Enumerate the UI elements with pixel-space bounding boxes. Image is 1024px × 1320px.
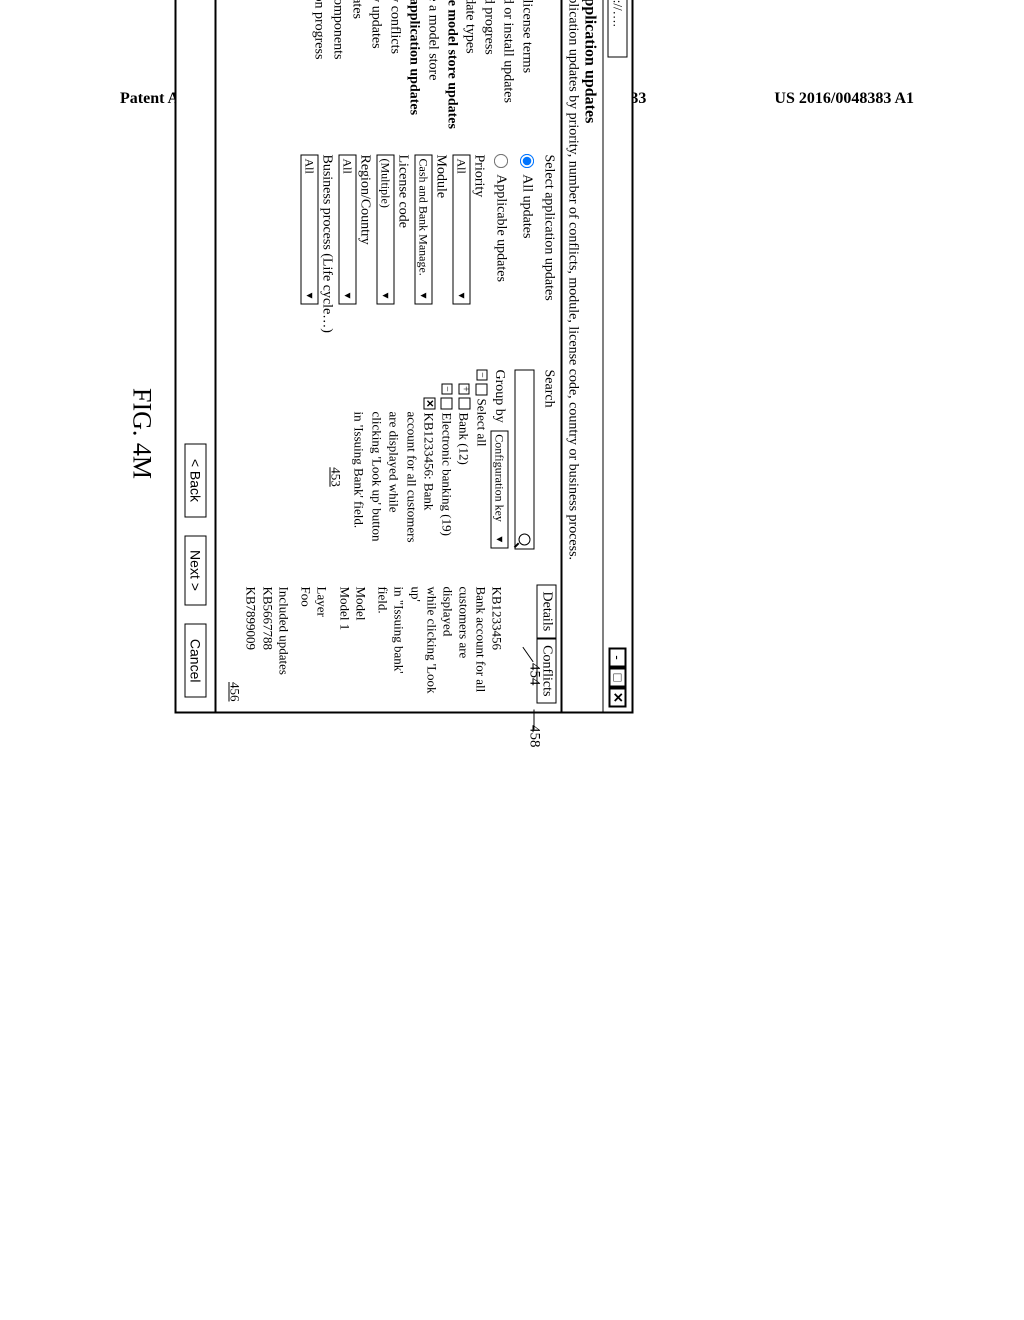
groupby-select[interactable]: Configuration key▼ (491, 430, 509, 548)
nav-step[interactable]: Review components (328, 0, 347, 141)
radio-applicable-updates[interactable] (494, 154, 508, 168)
details-layer-v: Foo (298, 587, 314, 702)
cancel-button[interactable]: Cancel (185, 624, 207, 698)
checkbox[interactable] (441, 398, 453, 410)
details-model-h: Model (352, 587, 368, 702)
details-kb: KB1233456 (488, 587, 504, 702)
nav-step[interactable]: Software license terms (517, 0, 536, 141)
collapse-icon[interactable]: − (476, 370, 487, 381)
nav-step[interactable]: Review conflicts (384, 0, 403, 141)
nav-step[interactable]: Choose a model store (422, 0, 441, 141)
filter-select[interactable]: All▼ (453, 155, 471, 305)
nav-step[interactable]: Select application updates (403, 0, 422, 141)
filter-label: Module (433, 155, 449, 370)
filter-select[interactable]: Cash and Bank Manage.▼ (415, 155, 433, 305)
search-input[interactable] (515, 370, 535, 550)
radio-applicable-label: Applicable updates (494, 174, 509, 282)
header-right: US 2016/0048383 A1 (774, 90, 914, 108)
ref-453: 453 (328, 467, 343, 487)
nav-step[interactable]: Configure model store updates (441, 0, 460, 141)
search-label: Search (541, 370, 557, 585)
minimize-button[interactable]: - (609, 648, 627, 668)
ref-454: 454 (526, 663, 543, 686)
filter-label: Priority (471, 155, 487, 370)
filter-select[interactable]: All▼ (339, 155, 357, 305)
filter-label: Business process (Life cycle…) (319, 155, 335, 370)
updates-tree: −Select all +Bank (12) −Electronic banki… (327, 370, 491, 585)
checkbox[interactable] (476, 384, 488, 396)
url-field[interactable]: https://…. (608, 0, 628, 58)
nav-step[interactable]: Download or install updates (498, 0, 517, 141)
dialog-footer: < Back Next > Cancel (177, 0, 215, 712)
filters-column: PriorityAll▼ModuleCash and Bank Manage.▼… (301, 155, 491, 370)
search-icon (519, 534, 531, 546)
collapse-icon[interactable]: − (441, 384, 452, 395)
close-button[interactable]: ✕ (609, 688, 627, 708)
checkbox[interactable] (458, 398, 470, 410)
back-button[interactable]: < Back (185, 444, 207, 517)
panel-heading: Select application updates (541, 155, 557, 370)
groupby-label: Group by (492, 370, 507, 423)
nav-step[interactable]: Select update types (460, 0, 479, 141)
maximize-button[interactable]: □ (609, 668, 627, 688)
groupby-value: Configuration key (492, 434, 507, 522)
nav-step[interactable]: Save updates (347, 0, 366, 141)
section-header: Select application updates Select applic… (563, 0, 603, 712)
details-pane: KB1233456 Bank account for all customers… (223, 585, 509, 704)
nav-step[interactable]: Complete (290, 0, 309, 141)
nav-step[interactable]: Download progress (479, 0, 498, 141)
section-title: Select application updates (581, 0, 599, 702)
main-panel: Select application updates Search Detail… (217, 147, 561, 712)
expand-icon[interactable]: + (459, 384, 470, 395)
checkbox-checked[interactable]: ✕ (423, 398, 435, 410)
nav-step[interactable]: Installation progress (309, 0, 328, 141)
filter-label: Region/Country (357, 155, 373, 370)
details-inc-h: Included updates (275, 587, 291, 702)
titlebar: https://…. - □ ✕ (603, 0, 632, 712)
details-layer-h: Layer (314, 587, 330, 702)
figure-label: FIG. 4M (127, 0, 157, 934)
filter-select[interactable]: (Multiple)▼ (377, 155, 395, 305)
filter-select[interactable]: All▼ (301, 155, 319, 305)
nav-step[interactable]: Welcome (536, 0, 555, 141)
ref-456: 456 (228, 682, 243, 702)
next-button[interactable]: Next > (185, 535, 207, 606)
leader-line (534, 710, 535, 730)
nav-step[interactable]: Review updates (366, 0, 385, 141)
radio-all-updates[interactable] (520, 154, 534, 168)
dialog-window: https://…. - □ ✕ Select application upda… (175, 0, 634, 714)
section-subtitle: Select application updates by priority, … (565, 0, 581, 702)
details-model-v: Model 1 (336, 587, 352, 702)
window-controls: - □ ✕ (609, 648, 627, 708)
wizard-nav: WelcomeSoftware license termsDownload or… (217, 0, 561, 147)
filter-label: License code (395, 155, 411, 370)
radio-all-label: All updates (520, 174, 535, 238)
tab-details[interactable]: Details (537, 585, 557, 639)
